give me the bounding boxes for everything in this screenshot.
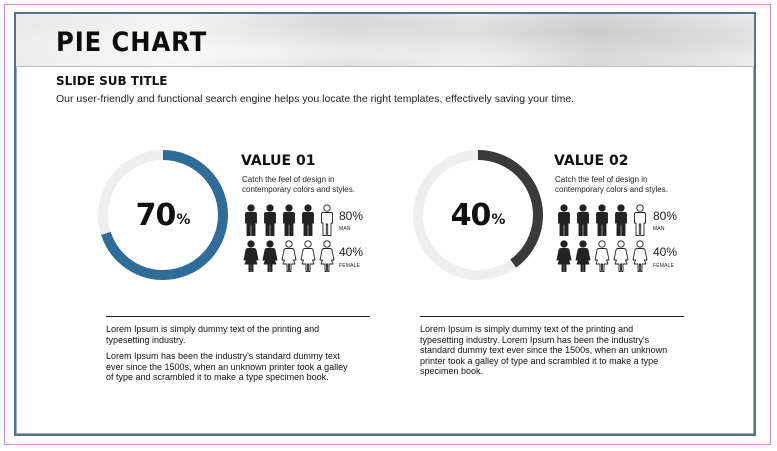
female-icon-row-2: [556, 240, 648, 273]
donut-chart-1: 70%: [96, 148, 230, 282]
window-frame: [4, 4, 771, 445]
man-icon: [632, 204, 648, 237]
man-icon: [243, 204, 259, 237]
man-icon: [319, 204, 335, 237]
female-icon-row-1: [243, 240, 335, 273]
donut-svg-2: [413, 150, 543, 280]
body-text-2: Lorem Ipsum is simply dummy text of the …: [420, 324, 675, 383]
donut-chart-2: 40%: [411, 148, 545, 282]
donut-arc-2: [413, 150, 543, 280]
donut-svg-1: [98, 150, 228, 280]
man-icon-row-1: [243, 204, 335, 237]
woman-icon: [243, 240, 259, 273]
woman-icon: [319, 240, 335, 273]
title-banner: [16, 14, 754, 67]
body-text-1: Lorem Ipsum is simply dummy text of the …: [106, 324, 351, 389]
woman-icon: [575, 240, 591, 273]
donut-unit-1: %: [176, 211, 191, 228]
man-percent-2: 80%: [653, 209, 678, 223]
woman-icon: [300, 240, 316, 273]
slide-description: Our user-friendly and functional search …: [56, 93, 575, 105]
value-heading-1: VALUE 01: [241, 153, 316, 169]
man-icon: [300, 204, 316, 237]
slide-subtitle: SLIDE SUB TITLE: [56, 74, 168, 88]
woman-icon: [613, 240, 629, 273]
page-title: PIE CHART: [56, 27, 208, 58]
man-percent-1: 80%: [339, 209, 364, 223]
man-icon-row-2: [556, 204, 648, 237]
man-icon: [556, 204, 572, 237]
woman-icon: [632, 240, 648, 273]
female-percent-2: 40%: [653, 245, 678, 259]
woman-icon: [594, 240, 610, 273]
slide: PIE CHART SLIDE SUB TITLE Our user-frien…: [14, 12, 756, 436]
female-label-2: FEMALE: [653, 263, 675, 269]
man-icon: [594, 204, 610, 237]
body-paragraph-2a: Lorem Ipsum is simply dummy text of the …: [420, 324, 668, 376]
donut-value-1: 70%: [96, 148, 230, 282]
value-caption-1: Catch the feel of design in contemporary…: [242, 175, 355, 194]
man-icon: [262, 204, 278, 237]
man-label-1: MAN: [339, 226, 351, 232]
woman-icon: [281, 240, 297, 273]
woman-icon: [262, 240, 278, 273]
female-percent-1: 40%: [339, 245, 364, 259]
value-heading-2: VALUE 02: [554, 153, 629, 169]
man-icon: [281, 204, 297, 237]
body-paragraph-1a: Lorem Ipsum is simply dummy text of the …: [106, 324, 320, 345]
donut-value-2: 40%: [411, 148, 545, 282]
female-label-1: FEMALE: [339, 263, 361, 269]
donut-number-1: 70: [135, 197, 177, 233]
man-icon: [613, 204, 629, 237]
woman-icon: [556, 240, 572, 273]
value-caption-2: Catch the feel of design in contemporary…: [555, 175, 668, 194]
donut-number-2: 40: [450, 197, 492, 233]
man-label-2: MAN: [653, 226, 665, 232]
man-icon: [575, 204, 591, 237]
body-paragraph-1b: Lorem Ipsum has been the industry's stan…: [106, 351, 348, 382]
donut-arc-1: [98, 150, 228, 280]
divider-2: [420, 316, 684, 317]
donut-unit-2: %: [491, 211, 506, 228]
divider-1: [106, 316, 370, 317]
